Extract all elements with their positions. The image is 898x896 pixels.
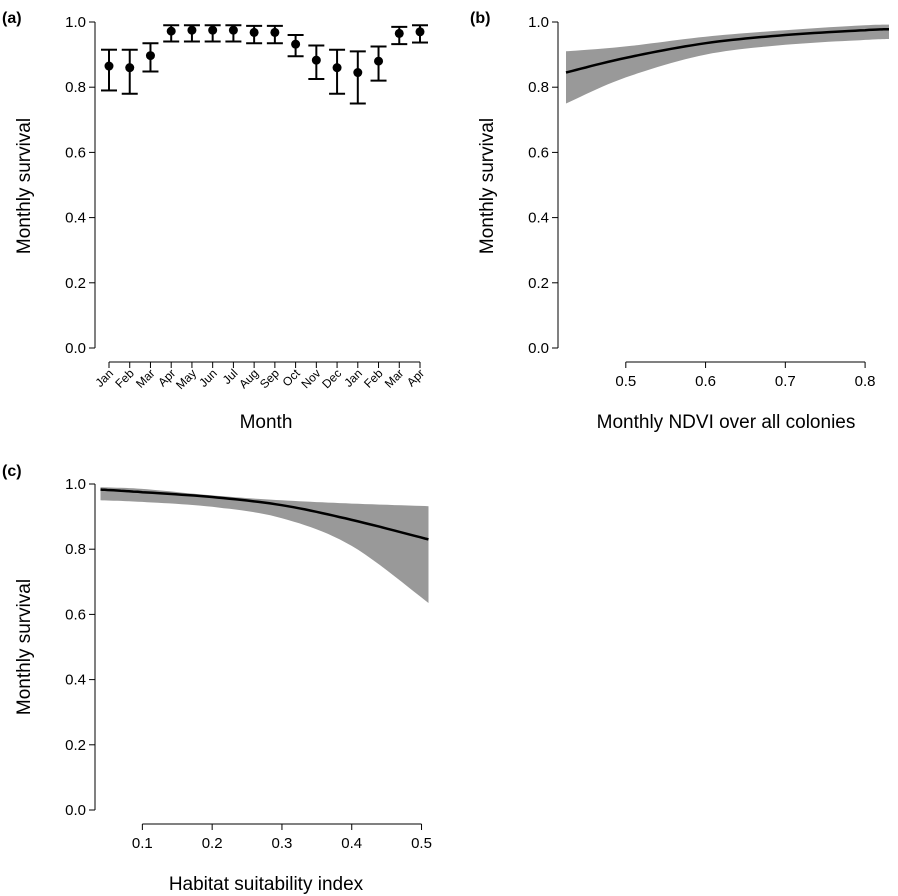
panel-a-x-tick-label: May [173, 366, 199, 392]
panel-a-x-tick-label: Apr [404, 366, 427, 389]
panel-a-point [291, 39, 301, 49]
panel-b-x-tick-label: 0.6 [695, 373, 716, 390]
panel-a-y-tick-label: 0.6 [65, 144, 86, 161]
panel-c-plot: 0.0 0.2 0.4 0.6 0.8 1.0 0.1 0.2 0.3 0.4 0.5 [65, 476, 432, 852]
panel-b-y-tick-label: 0.4 [528, 210, 549, 227]
panel-a-x-tick-label: Sep [257, 366, 282, 391]
panel-a-point [270, 27, 280, 37]
panel-a-x-tick-label: Feb [112, 366, 137, 391]
panel-a-point [125, 63, 135, 73]
panel-a-x-tick-label: Mar [382, 366, 407, 391]
panel-c-x-tick-label: 0.5 [411, 835, 432, 852]
panel-b-confidence-band [566, 24, 889, 104]
panel-a-point [228, 25, 238, 35]
panel-a-x-tick-label: Dec [319, 366, 344, 391]
panel-c-y-tick-label: 0.6 [65, 606, 86, 623]
panel-a-y-tick-label: 0.0 [65, 340, 86, 357]
panel-b-fit-line [565, 27, 889, 74]
panel-c-label: (c) [2, 463, 22, 480]
panel-c-y-tick-label: 0.0 [65, 802, 86, 819]
panel-c-fit-line [100, 488, 429, 541]
panel-b-x-tick-label: 0.7 [775, 373, 796, 390]
panel-a-point [104, 61, 114, 71]
panel-a-point [166, 26, 176, 36]
panel-a-label: (a) [2, 10, 22, 27]
panel-a-x-tick-label: Aug [236, 366, 261, 391]
panel-c-x-tick-label: 0.3 [272, 835, 293, 852]
panel-c-y-tick-label: 1.0 [65, 476, 86, 493]
panel-c-xlabel: Habitat suitability index [169, 874, 364, 895]
panel-b-y-tick-label: 0.2 [528, 275, 549, 292]
panel-a-x-tick-label: Apr [155, 366, 178, 389]
panel-a-xlabel: Month [240, 412, 293, 433]
panel-a-point [353, 68, 363, 78]
panel-a-point [187, 25, 197, 35]
panel-b-ylabel: Monthly survival [477, 118, 498, 254]
panel-a-x-tick-label: Oct [280, 366, 304, 390]
panel-b-y-tick-label: 0.6 [528, 144, 549, 161]
panel-c-y-tick-label: 0.8 [65, 541, 86, 558]
panel-a-point [208, 25, 218, 35]
panel-c-y-tick-label: 0.2 [65, 737, 86, 754]
panel-c-x-tick-label: 0.4 [341, 835, 362, 852]
panel-a-y-tick-label: 0.4 [65, 210, 86, 227]
panel-b-x-tick-label: 0.8 [855, 373, 876, 390]
panel-c-x-tick-label: 0.2 [202, 835, 223, 852]
panel-b-y-tick-label: 0.0 [528, 340, 549, 357]
panel-c-ylabel: Monthly survival [14, 579, 35, 715]
panel-a-point [145, 51, 155, 61]
panel-a-point [415, 27, 425, 37]
panel-b-y-tick-label: 1.0 [528, 14, 549, 31]
panel-a-point [311, 55, 321, 65]
panel-a-x-tick-label: Mar [133, 366, 158, 391]
panel-a-point [374, 56, 384, 66]
panel-a-x-tick-label: Nov [298, 366, 323, 391]
panel-a-point [332, 63, 342, 73]
panel-a-x-tick-label: Jan [341, 366, 365, 390]
panel-a-x-tick-label: Feb [361, 366, 386, 391]
panel-b-label: (b) [470, 10, 490, 27]
panel-a-area [97, 14, 432, 356]
panel-c-confidence-band [100, 487, 429, 603]
panel-a-ylabel: Monthly survival [14, 118, 35, 254]
panel-b-x-tick-label: 0.5 [615, 373, 636, 390]
panel-a-point [394, 28, 404, 38]
panel-a-point [249, 27, 259, 37]
panel-b-plot: 0.0 0.2 0.4 0.6 0.8 1.0 0.5 0.6 0.7 0.8 [528, 14, 889, 390]
panel-a-y-tick-label: 1.0 [65, 14, 86, 31]
panel-a-x-tick-label: Jun [196, 366, 220, 390]
panel-c-y-tick-label: 0.4 [65, 672, 86, 689]
panel-a-y-tick-label: 0.8 [65, 79, 86, 96]
panel-b-y-tick-label: 0.8 [528, 79, 549, 96]
panel-a-x-tick-label: Jan [93, 366, 117, 390]
panel-b-xlabel: Monthly NDVI over all colonies [597, 412, 856, 433]
panel-c-x-tick-label: 0.1 [132, 835, 153, 852]
panel-a-y-tick-label: 0.2 [65, 275, 86, 292]
